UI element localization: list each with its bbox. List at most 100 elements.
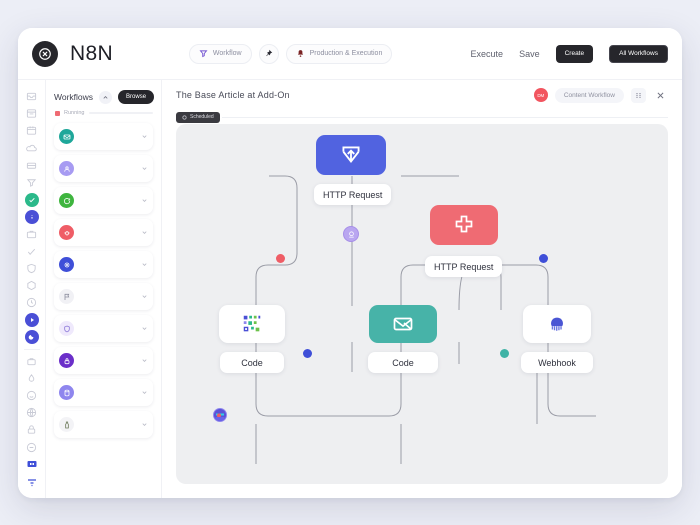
play-circle-icon[interactable] bbox=[20, 311, 44, 328]
list-item[interactable] bbox=[54, 219, 153, 246]
panel-header: Workflows Browse bbox=[54, 90, 155, 104]
shield-icon bbox=[59, 321, 74, 336]
workflow-node[interactable] bbox=[430, 205, 498, 245]
save-link[interactable]: Save bbox=[519, 48, 540, 59]
chevron-down-icon[interactable] bbox=[141, 293, 148, 300]
list-item[interactable] bbox=[54, 251, 153, 278]
archive-icon[interactable] bbox=[20, 105, 44, 122]
filter-icon bbox=[199, 49, 208, 58]
brand-title: N8N bbox=[70, 41, 113, 65]
upload-box-icon bbox=[338, 142, 364, 168]
node-label[interactable]: HTTP Request bbox=[425, 256, 503, 277]
clock-icon[interactable] bbox=[20, 294, 44, 311]
chevron-down-icon[interactable] bbox=[141, 357, 148, 364]
lock-icon[interactable] bbox=[20, 421, 44, 438]
drop-icon[interactable] bbox=[20, 370, 44, 387]
list-item[interactable] bbox=[54, 123, 153, 150]
connector-dot-blue-2[interactable] bbox=[303, 349, 312, 358]
list-item[interactable] bbox=[54, 347, 153, 374]
inbox-icon[interactable] bbox=[20, 88, 44, 105]
status-badge-label: Scheduled bbox=[190, 114, 214, 120]
info-circle-icon[interactable] bbox=[20, 208, 44, 225]
check-circle-icon[interactable] bbox=[20, 191, 44, 208]
header-actions: Execute Save Create All Workflows bbox=[470, 44, 668, 63]
node-label[interactable]: HTTP Request bbox=[314, 184, 392, 205]
cloud-icon[interactable] bbox=[20, 140, 44, 157]
list-item[interactable] bbox=[54, 411, 153, 438]
node-label[interactable]: Code bbox=[220, 352, 284, 373]
panel-title: Workflows bbox=[54, 92, 94, 102]
stamp-badge-icon[interactable] bbox=[343, 226, 359, 242]
chevron-down-icon[interactable] bbox=[141, 133, 148, 140]
pin-icon bbox=[264, 49, 273, 58]
chevron-down-icon[interactable] bbox=[141, 421, 148, 428]
globe-icon[interactable] bbox=[20, 404, 44, 421]
content-workflow-button[interactable]: Content Workflow bbox=[554, 87, 624, 103]
tag-row: Scheduled bbox=[162, 110, 682, 124]
app-header: N8N Workflow Production & Execution bbox=[18, 28, 682, 80]
bug-icon bbox=[59, 225, 74, 240]
funnel-icon[interactable] bbox=[20, 174, 44, 191]
grid-icon[interactable] bbox=[20, 456, 44, 473]
status-bar bbox=[88, 112, 153, 114]
app-window: N8N Workflow Production & Execution bbox=[18, 28, 682, 498]
header-chip-workflow[interactable]: Workflow bbox=[188, 43, 252, 64]
check-icon[interactable] bbox=[20, 243, 44, 260]
node-icon bbox=[59, 257, 74, 272]
workflow-node[interactable] bbox=[316, 135, 386, 175]
refresh-icon bbox=[59, 193, 74, 208]
chevron-down-icon[interactable] bbox=[141, 229, 148, 236]
connector-dot-red[interactable] bbox=[276, 254, 285, 263]
chevron-down-icon[interactable] bbox=[141, 325, 148, 332]
list-item[interactable] bbox=[54, 379, 153, 406]
briefcase-icon[interactable] bbox=[20, 226, 44, 243]
hexagon-icon[interactable] bbox=[20, 277, 44, 294]
shield-icon[interactable] bbox=[20, 260, 44, 277]
header-chip-production[interactable]: Production & Execution bbox=[285, 43, 393, 64]
avatar[interactable]: DM bbox=[533, 88, 548, 102]
close-icon[interactable] bbox=[653, 88, 668, 103]
list-item[interactable] bbox=[54, 155, 153, 182]
browse-button[interactable]: Browse bbox=[118, 90, 155, 104]
header-chip-pin[interactable] bbox=[258, 43, 279, 64]
all-workflows-button[interactable]: All Workflows bbox=[609, 44, 668, 63]
workflow-canvas[interactable]: HTTP Request HTTP Request Code Code Webhook bbox=[176, 124, 668, 484]
user-avatar-mini[interactable] bbox=[213, 408, 227, 422]
status-text: Running bbox=[64, 110, 85, 116]
minus-circle-icon[interactable] bbox=[20, 439, 44, 456]
execute-link[interactable]: Execute bbox=[470, 48, 504, 59]
sliders-icon[interactable] bbox=[20, 473, 44, 490]
moon-circle-icon[interactable] bbox=[20, 329, 44, 346]
grid-dots-icon[interactable] bbox=[631, 87, 646, 103]
workflow-node[interactable] bbox=[369, 305, 437, 343]
connector-dot-teal[interactable] bbox=[500, 349, 509, 358]
workflow-list bbox=[54, 123, 153, 438]
main-toolbar: The Base Article at Add-On DM Content Wo… bbox=[162, 80, 682, 110]
node-label[interactable]: Code bbox=[368, 352, 438, 373]
edge-path bbox=[255, 175, 436, 417]
chevron-down-icon[interactable] bbox=[141, 389, 148, 396]
workflow-node[interactable] bbox=[219, 305, 285, 343]
chevron-up-icon[interactable] bbox=[99, 90, 113, 104]
cross-plus-icon bbox=[452, 213, 476, 237]
workflow-node[interactable] bbox=[523, 305, 591, 343]
tag-divider bbox=[221, 116, 668, 118]
list-item[interactable] bbox=[54, 315, 153, 342]
chevron-down-icon[interactable] bbox=[141, 261, 148, 268]
smiley-icon[interactable] bbox=[20, 387, 44, 404]
status-badge[interactable]: Scheduled bbox=[176, 111, 220, 123]
list-item[interactable] bbox=[54, 187, 153, 214]
create-button[interactable]: Create bbox=[555, 44, 594, 63]
x-circle-icon[interactable] bbox=[32, 40, 58, 67]
main-toolbar-actions: DM Content Workflow bbox=[533, 87, 668, 103]
chevron-down-icon[interactable] bbox=[141, 197, 148, 204]
card-icon[interactable] bbox=[20, 157, 44, 174]
bag-icon[interactable] bbox=[20, 353, 44, 370]
list-item[interactable] bbox=[54, 283, 153, 310]
lock-icon bbox=[59, 353, 74, 368]
node-label[interactable]: Webhook bbox=[521, 352, 593, 373]
calendar-icon[interactable] bbox=[20, 122, 44, 139]
header-chip-production-label: Production & Execution bbox=[309, 50, 383, 57]
chevron-down-icon[interactable] bbox=[141, 165, 148, 172]
connector-dot-blue[interactable] bbox=[539, 254, 548, 263]
